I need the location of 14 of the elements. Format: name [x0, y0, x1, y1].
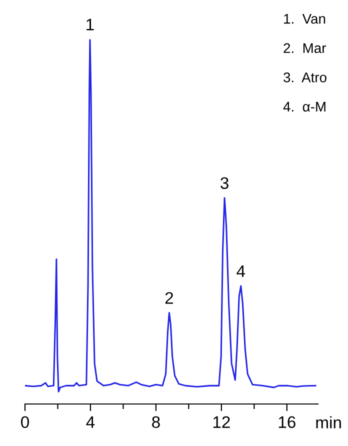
annotation: 1	[86, 18, 94, 30]
annotation: 2. Mar	[284, 43, 326, 54]
x-tick-label: 8	[152, 416, 160, 428]
annotation: 4. α-M	[283, 102, 326, 112]
x-tick-label: 16	[278, 416, 296, 428]
text: 1. Van	[284, 14, 326, 24]
annotation: 3	[220, 177, 228, 190]
x-axis-title: min	[316, 416, 341, 428]
annotation: 4	[236, 265, 246, 277]
annotation: 3. Atro	[284, 72, 326, 82]
annotation: 2	[165, 292, 174, 304]
x-tick-label: 12	[213, 416, 230, 428]
x-tick-label: 4	[86, 416, 95, 428]
x-tick-label: 0	[21, 416, 29, 428]
